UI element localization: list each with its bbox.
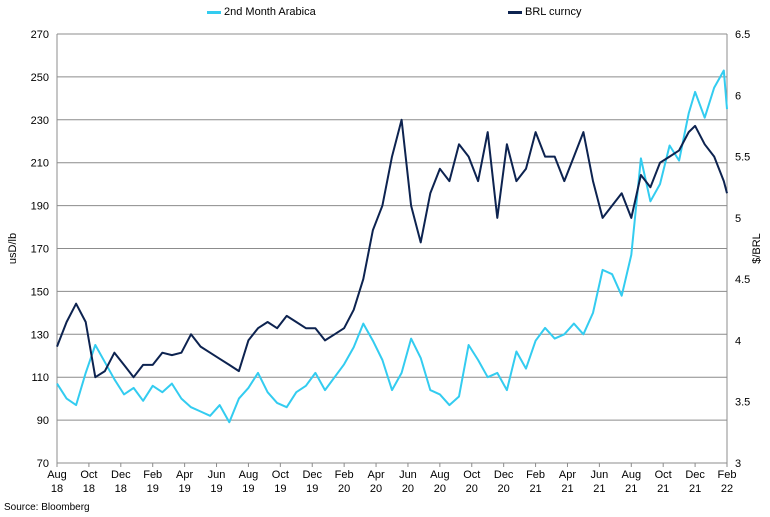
x-tick-label-year: 19 (147, 483, 159, 495)
x-tick-label-year: 20 (402, 483, 414, 495)
legend-label-arabica: 2nd Month Arabica (224, 6, 316, 18)
x-tick-label-year: 21 (689, 483, 701, 495)
x-tick-label: Aug (430, 469, 450, 481)
x-tick-label: Jun (208, 469, 226, 481)
legend-item-brl[interactable]: BRL curncy (508, 6, 581, 18)
x-tick-label: Oct (80, 469, 97, 481)
x-tick-label-year: 20 (498, 483, 510, 495)
x-tick-label-year: 19 (178, 483, 190, 495)
x-tick-label-year: 21 (657, 483, 669, 495)
x-tick-label-year: 20 (466, 483, 478, 495)
x-tick-label-year: 21 (593, 483, 605, 495)
x-tick-label-year: 20 (370, 483, 382, 495)
legend-item-arabica[interactable]: 2nd Month Arabica (207, 6, 316, 18)
x-tick-label-year: 19 (210, 483, 222, 495)
y-right-tick-label: 5.5 (735, 152, 750, 164)
x-tick-label: Oct (655, 469, 672, 481)
x-tick-label-year: 19 (306, 483, 318, 495)
x-tick-label: Aug (47, 469, 67, 481)
y-right-axis-title: $/BRL (751, 233, 763, 264)
y-left-tick-label: 230 (31, 115, 49, 127)
brl-series-line (56, 118, 728, 379)
x-tick-label: Apr (176, 469, 193, 481)
legend-swatch-arabica (207, 10, 221, 14)
arabica-series-line (56, 69, 728, 424)
x-tick-label-year: 20 (338, 483, 350, 495)
x-tick-label: Jun (591, 469, 609, 481)
x-tick-label: Oct (272, 469, 289, 481)
y-right-tick-label: 3 (735, 458, 741, 470)
x-tick-label: Feb (526, 469, 545, 481)
line-chart: 70 90 110 130 150 170 190 210 230 250 270 3 3.5 4 4.5 5… (7, 29, 763, 495)
legend-label-brl: BRL curncy (525, 6, 582, 18)
x-tick-label: Apr (367, 469, 384, 481)
legend-swatch-brl (508, 10, 522, 14)
y-left-tick-label: 70 (37, 458, 49, 470)
x-tick-label-year: 18 (115, 483, 127, 495)
y-left-tick-label: 250 (31, 72, 49, 84)
x-tick-label-year: 18 (83, 483, 95, 495)
legend: 2nd Month Arabica BRL curncy (0, 6, 770, 24)
x-tick-label: Apr (559, 469, 576, 481)
x-tick-label: Dec (494, 469, 514, 481)
x-tick-label: Aug (621, 469, 641, 481)
x-tick-label-year: 20 (434, 483, 446, 495)
x-tick-label: Dec (685, 469, 705, 481)
source-note: Source: Bloomberg (4, 502, 90, 513)
y-right-tick-label: 3.5 (735, 397, 750, 409)
x-tick-label-year: 19 (274, 483, 286, 495)
y-left-tick-label: 110 (31, 372, 49, 384)
x-tick-label: Aug (239, 469, 259, 481)
y-right-tick-label: 4 (735, 335, 741, 347)
y-left-tick-label: 150 (31, 286, 49, 298)
y-left-tick-label: 270 (31, 29, 49, 41)
x-tick-label: Feb (143, 469, 162, 481)
y-right-tick-label: 4.5 (735, 274, 750, 286)
x-tick-label: Feb (718, 469, 737, 481)
y-right-tick-label: 6 (735, 90, 741, 102)
y-left-tick-label: 190 (31, 201, 49, 213)
x-tick-label: Jun (399, 469, 417, 481)
x-tick-label: Dec (111, 469, 131, 481)
x-tick-label-year: 21 (561, 483, 573, 495)
x-tick-label-year: 21 (625, 483, 637, 495)
y-right-tick-label: 5 (735, 213, 741, 225)
x-tick-label-year: 22 (721, 483, 733, 495)
x-tick-label: Dec (302, 469, 322, 481)
y-left-axis-title: usD/lb (7, 233, 19, 264)
x-tick-label-year: 18 (51, 483, 63, 495)
y-left-tick-label: 130 (31, 329, 49, 341)
y-left-tick-label: 90 (37, 415, 49, 427)
x-tick-label: Oct (463, 469, 480, 481)
y-left-tick-label: 210 (31, 158, 49, 170)
x-tick-label: Feb (335, 469, 354, 481)
y-left-tick-label: 170 (31, 244, 49, 256)
x-tick-label-year: 19 (242, 483, 254, 495)
y-right-tick-label: 6.5 (735, 29, 750, 41)
x-tick-label-year: 21 (529, 483, 541, 495)
